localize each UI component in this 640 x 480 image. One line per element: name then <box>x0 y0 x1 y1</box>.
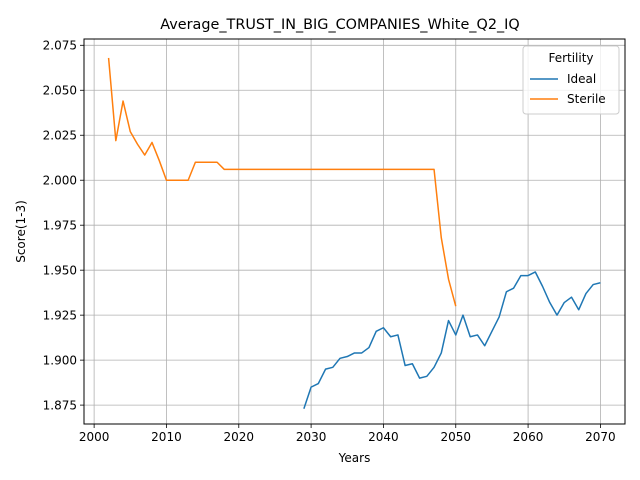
x-tick-label: 2020 <box>224 430 255 444</box>
legend-label-ideal: Ideal <box>567 72 596 86</box>
x-tick-label: 2060 <box>513 430 544 444</box>
y-axis-ticks: 1.875 1.900 1.925 1.950 1.975 2.000 2.025 2.050… <box>43 39 84 412</box>
y-tick-label: 1.900 <box>43 353 77 367</box>
x-tick-label: 2000 <box>79 430 110 444</box>
y-tick-label: 1.925 <box>43 308 77 322</box>
y-tick-label: 2.050 <box>43 84 77 98</box>
series-line-sterile <box>107 57 457 307</box>
x-tick-label: 2040 <box>368 430 399 444</box>
legend: Fertility Ideal Sterile <box>522 45 620 115</box>
chart-title: Average_TRUST_IN_BIG_COMPANIES_White_Q2_… <box>160 17 520 33</box>
x-tick-label: 2070 <box>585 430 616 444</box>
y-tick-label: 1.950 <box>43 263 77 277</box>
legend-label-sterile: Sterile <box>567 92 606 106</box>
y-tick-label: 2.025 <box>43 129 77 143</box>
plot-frame <box>83 38 626 425</box>
x-axis-label: Years <box>338 451 371 465</box>
y-tick-label: 2.000 <box>43 174 77 188</box>
x-tick-label: 2010 <box>151 430 182 444</box>
y-tick-label: 1.875 <box>43 398 77 412</box>
legend-box <box>522 45 620 115</box>
y-tick-label: 2.075 <box>43 39 77 53</box>
series-lines <box>107 57 601 409</box>
legend-title: Fertility <box>548 51 593 65</box>
y-tick-label: 1.975 <box>43 219 77 233</box>
x-axis-ticks: 2000 2010 2020 2030 2040 2050 2060 2070 <box>79 424 616 444</box>
x-tick-label: 2030 <box>296 430 327 444</box>
y-axis-label: Score(1-3) <box>14 200 28 263</box>
series-line-ideal <box>303 271 601 409</box>
x-tick-label: 2050 <box>440 430 471 444</box>
